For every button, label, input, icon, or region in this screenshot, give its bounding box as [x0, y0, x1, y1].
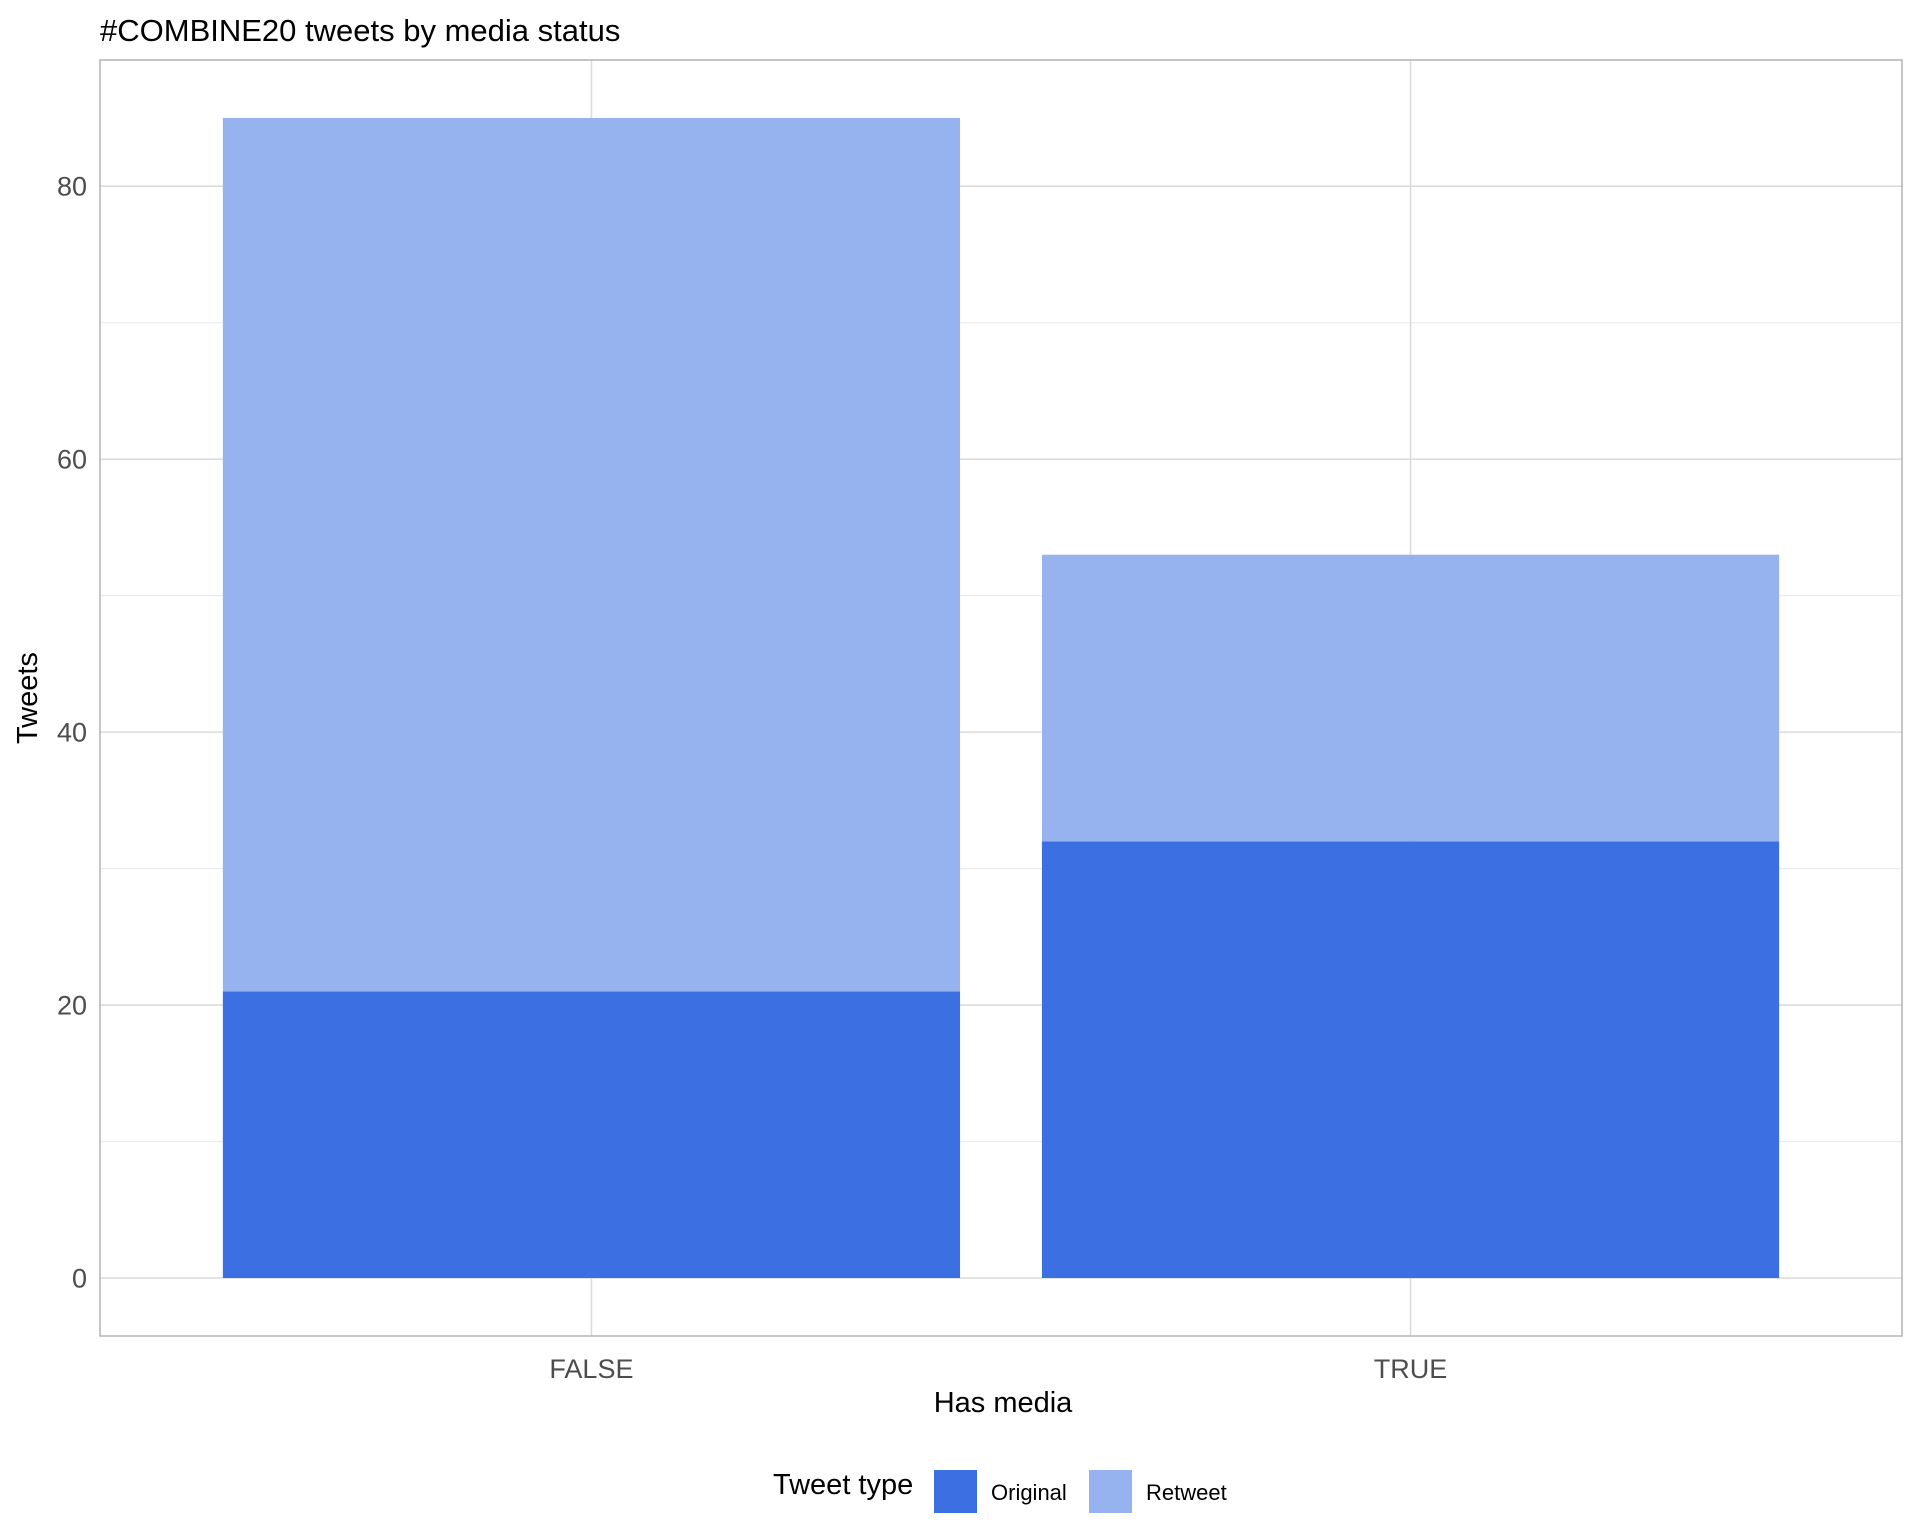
- legend-key-original: [934, 1470, 977, 1513]
- y-axis-tick-labels: 0 20 40 60 80: [57, 172, 87, 1294]
- legend-label-retweet: Retweet: [1146, 1480, 1227, 1505]
- bar-original-false: [222, 991, 961, 1278]
- chart-title: #COMBINE20 tweets by media status: [100, 13, 620, 48]
- x-axis-tick-labels: FALSE TRUE: [549, 1354, 1447, 1384]
- bars: [222, 118, 1780, 1278]
- bar-retweet-false: [222, 118, 961, 992]
- y-tick-label: 40: [57, 718, 87, 748]
- y-tick-label: 60: [57, 445, 87, 475]
- x-tick-label: FALSE: [549, 1354, 633, 1384]
- legend-key-retweet: [1089, 1470, 1132, 1513]
- y-tick-label: 80: [57, 172, 87, 202]
- bar-original-true: [1041, 841, 1780, 1278]
- legend-items: Original Retweet: [934, 1470, 1227, 1513]
- bar-retweet-true: [1041, 554, 1780, 842]
- y-tick-label: 0: [72, 1264, 87, 1294]
- y-tick-label: 20: [57, 991, 87, 1021]
- x-axis-title: Has media: [934, 1387, 1073, 1419]
- legend: Tweet type Original Retweet: [773, 1469, 1227, 1513]
- y-axis-title: Tweets: [12, 652, 44, 744]
- x-tick-label: TRUE: [1374, 1354, 1448, 1384]
- legend-title: Tweet type: [773, 1469, 913, 1501]
- legend-label-original: Original: [991, 1480, 1067, 1505]
- panel-border: [99, 59, 1903, 1337]
